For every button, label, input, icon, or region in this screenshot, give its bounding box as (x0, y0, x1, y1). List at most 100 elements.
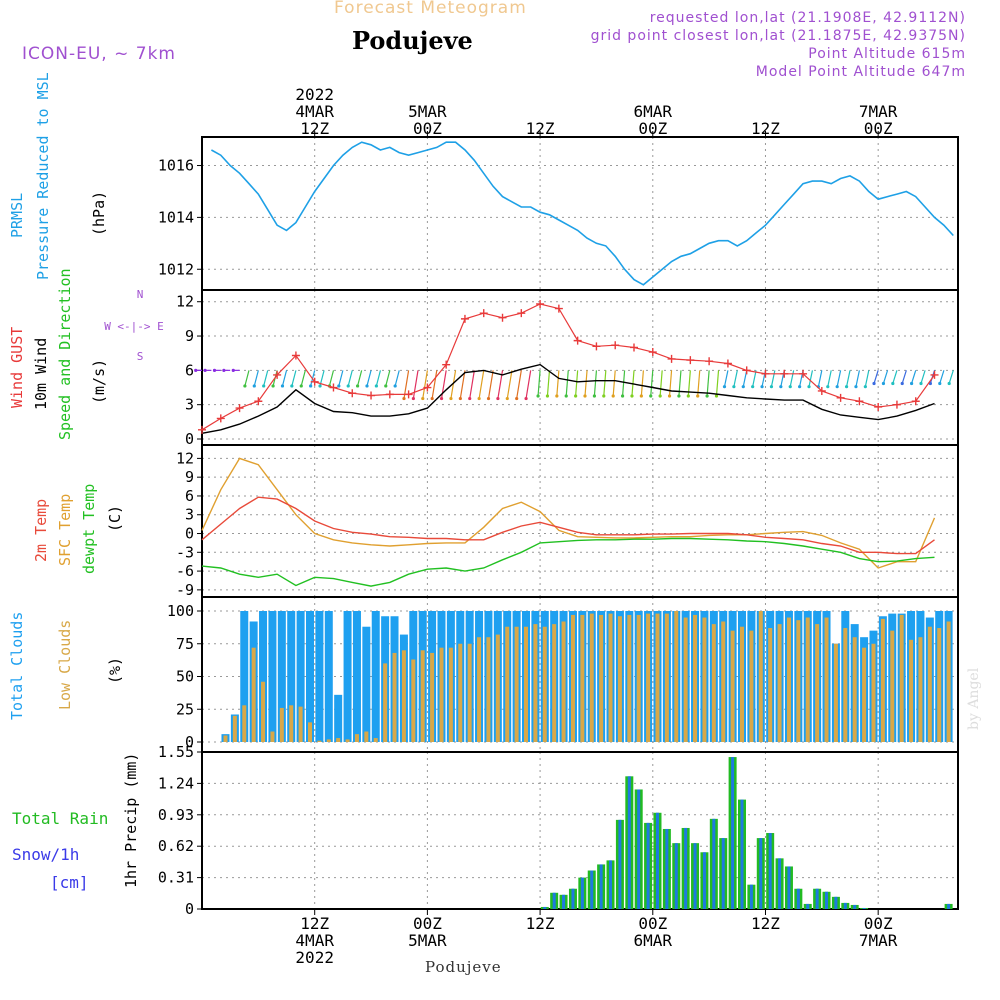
wind-arrow-head (705, 394, 709, 398)
wind-arrow-head (807, 385, 811, 389)
low-cloud-bar (852, 637, 857, 742)
wind-direction-arrow (469, 370, 475, 399)
rain-bar-core (815, 888, 819, 909)
low-cloud-bar (317, 740, 322, 742)
wind-arrow-head (947, 381, 951, 386)
low-cloud-bar (561, 621, 566, 742)
low-cloud-bar (232, 715, 237, 742)
temp-2m-label: 2m Temp (32, 499, 50, 562)
wind-arrow-head (365, 384, 369, 388)
wind-arrow-head (798, 385, 802, 389)
wind-arrow-head (826, 385, 830, 389)
rain-bar-core (590, 870, 594, 909)
low-cloud-bar (477, 637, 482, 742)
low-cloud-bar (354, 734, 359, 742)
chart-title: Forecast Meteogram (334, 0, 527, 18)
wind-direction-arrow (546, 370, 551, 397)
total-cloud-bar (362, 626, 371, 742)
wind-arrow-head (732, 385, 736, 389)
total-cloud-bar (306, 611, 314, 742)
wind-arrow-head (583, 394, 587, 398)
low-cloud-bar (608, 613, 613, 742)
wind-direction-arrow (412, 370, 419, 399)
wind-direction-arrow (375, 370, 382, 387)
wind-gust-marker (930, 370, 939, 379)
wind-speed-line (201, 363, 935, 434)
low-cloud-bar (542, 626, 547, 742)
wind-direction-arrow (855, 370, 860, 387)
pressure-ytick-label: 1016 (158, 157, 194, 175)
rain-bar-core (843, 902, 847, 909)
wind-direction-arrow (565, 370, 569, 397)
top-time-label: 00Z (413, 119, 442, 138)
wind-arrow-head (658, 394, 662, 398)
low-cloud-bar (533, 624, 538, 742)
rain-bar-core (543, 906, 547, 909)
wind-gust-marker (235, 404, 244, 413)
wind-direction-arrow (621, 370, 626, 397)
rain-bar-core (637, 789, 641, 909)
wind-direction-arrow (752, 370, 757, 387)
temp-ytick-label: 12 (176, 449, 194, 467)
wind-gust-marker (479, 309, 488, 318)
wind-ytick-label: 12 (176, 293, 194, 311)
wind-direction-arrow (394, 370, 400, 387)
wind-gust-marker (874, 402, 883, 411)
wind-arrow-head (421, 396, 425, 401)
rain-bar-core (646, 822, 650, 909)
rain-bar-core (749, 884, 753, 909)
wind-arrow-head (290, 384, 294, 388)
total-cloud-bar (277, 611, 286, 742)
wind-arrow-head (430, 396, 434, 401)
wind-gust-marker (742, 366, 751, 375)
bottom-time-label: 4MAR (295, 931, 334, 950)
wind-gust-marker (723, 359, 732, 368)
low-cloud-bar (946, 621, 951, 742)
wind-gust-marker (517, 309, 526, 318)
low-cloud-bar (580, 614, 585, 742)
wind-gust-marker (648, 348, 657, 357)
wind-direction-arrow (525, 370, 532, 399)
wind-direction-arrow (281, 370, 288, 387)
wind-arrow-head (346, 384, 350, 388)
wind-arrow-head (536, 394, 540, 398)
low-cloud-bar (627, 614, 632, 742)
wind-arrow-head (639, 394, 643, 398)
rain-bar-core (599, 864, 603, 909)
header-model: ICON-EU, ~ 7km (22, 44, 176, 64)
wind-arrow-head (900, 381, 904, 386)
wind-arrow-head (938, 381, 942, 386)
low-cloud-bar (289, 705, 294, 742)
wind-gust-marker (686, 356, 695, 365)
low-cloud-bar (448, 647, 453, 742)
rain-bar-core (665, 828, 669, 909)
wind-direction-arrow (584, 370, 588, 397)
total-cloud-bar (315, 611, 324, 742)
wind-gust-marker (273, 370, 282, 379)
top-time-label: 00Z (864, 119, 893, 138)
total-rain-label: Total Rain (12, 809, 108, 828)
wind-gust-marker (554, 304, 563, 313)
rain-bar-core (552, 892, 556, 909)
temp-2m-line (201, 496, 935, 555)
wind-gust-marker (536, 300, 545, 309)
low-cloud-bar (336, 738, 341, 742)
pressure-ytick-label: 1012 (158, 260, 194, 278)
low-cloud-bar (617, 616, 622, 742)
point-altitude: Point Altitude 615m (808, 46, 966, 62)
low-cloud-bar (730, 630, 735, 742)
temp-ytick-label: 9 (185, 468, 194, 486)
wind-direction-arrow (459, 370, 466, 399)
wind-direction-arrow (920, 370, 926, 384)
low-cloud-bar (824, 617, 829, 742)
wind-direction-arrow (882, 370, 889, 384)
low-cloud-bar (646, 613, 651, 742)
low-cloud-bar (270, 731, 275, 742)
low-cloud-bar (702, 617, 707, 742)
wind-direction-arrow (385, 370, 391, 387)
wind-direction-arrow (668, 370, 673, 397)
top-time-label: 00Z (638, 119, 667, 138)
low-cloud-bar (749, 630, 754, 742)
wind-gust-marker (348, 389, 357, 398)
precip-ytick-label: 1.24 (158, 774, 194, 792)
